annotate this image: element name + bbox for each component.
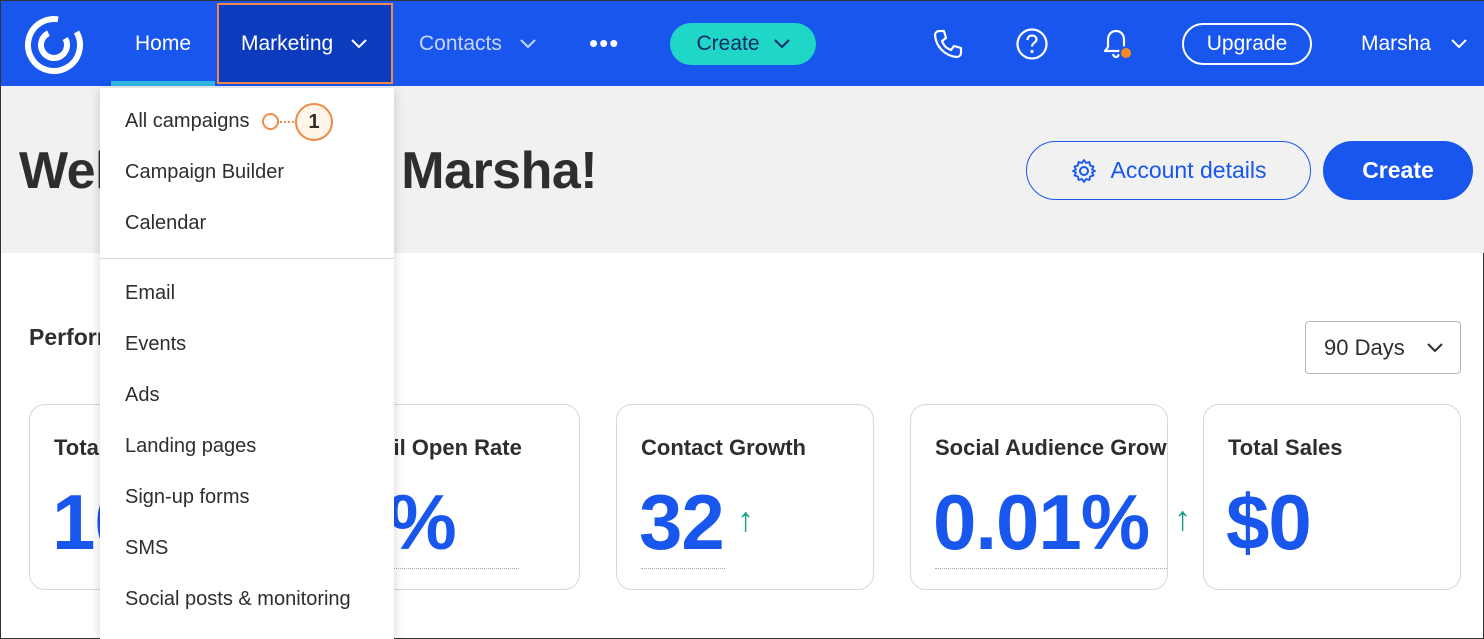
metric-value: 0.01% xyxy=(933,478,1150,566)
metric-underline xyxy=(347,568,519,569)
menu-item-calendar[interactable]: Calendar xyxy=(125,212,207,234)
date-range-value: 90 Days xyxy=(1324,334,1405,360)
menu-item-social-posts[interactable]: Social posts & monitoring xyxy=(125,588,351,610)
nav-contacts[interactable]: Contacts xyxy=(419,1,536,86)
user-name: Marsha xyxy=(1361,31,1432,55)
bell-icon[interactable] xyxy=(1099,27,1133,61)
menu-item-sms[interactable]: SMS xyxy=(125,537,169,559)
callout-dot xyxy=(262,113,279,130)
chevron-down-icon xyxy=(520,38,536,48)
trend-up-icon: ↑ xyxy=(1174,500,1191,538)
chevron-down-icon xyxy=(1451,38,1467,48)
trend-up-icon: ↑ xyxy=(737,501,754,539)
user-menu[interactable]: Marsha xyxy=(1361,1,1467,86)
nav-create-button[interactable]: Create xyxy=(670,23,816,65)
metric-value: 32 xyxy=(639,478,725,566)
metric-label: Social Audience Growth xyxy=(935,435,1168,460)
more-menu-icon[interactable]: ••• xyxy=(589,28,620,58)
help-icon[interactable] xyxy=(1015,27,1049,61)
metric-card-social-audience-growth[interactable]: Social Audience Growth 0.01% xyxy=(910,404,1168,590)
metric-card-total-sales[interactable]: Total Sales $0 xyxy=(1203,404,1461,590)
nav-active-underline xyxy=(111,81,215,86)
chevron-down-icon xyxy=(773,39,790,49)
metric-underline xyxy=(641,568,725,569)
menu-item-sign-up-forms[interactable]: Sign-up forms xyxy=(125,486,250,508)
top-navigation: Home Marketing Contacts ••• Create Upgra… xyxy=(1,1,1484,86)
metric-underline xyxy=(935,568,1167,569)
notification-dot xyxy=(1119,46,1133,60)
date-range-select[interactable]: 90 Days xyxy=(1305,321,1461,374)
menu-item-landing-pages[interactable]: Landing pages xyxy=(125,435,257,457)
metric-card-contact-growth[interactable]: Contact Growth 32 ↑ xyxy=(616,404,874,590)
menu-item-email[interactable]: Email xyxy=(125,282,176,304)
chevron-down-icon xyxy=(1427,342,1443,352)
account-details-button[interactable]: Account details xyxy=(1026,141,1311,200)
menu-item-campaign-builder[interactable]: Campaign Builder xyxy=(125,161,284,183)
metric-value: $0 xyxy=(1226,478,1312,566)
menu-item-all-campaigns[interactable]: All campaigns xyxy=(125,110,250,132)
metric-label: Total Sales xyxy=(1228,435,1343,460)
nav-create-label: Create xyxy=(696,32,760,55)
callout-connector xyxy=(273,121,297,123)
nav-contacts-label: Contacts xyxy=(419,31,502,55)
account-details-label: Account details xyxy=(1110,157,1267,183)
marketing-dropdown-menu: All campaigns Campaign Builder Calendar … xyxy=(100,88,394,639)
callout-badge: 1 xyxy=(295,103,333,141)
create-button[interactable]: Create xyxy=(1323,141,1473,200)
constant-contact-logo[interactable] xyxy=(23,14,85,76)
nav-home-label: Home xyxy=(134,31,192,55)
nav-marketing[interactable]: Marketing xyxy=(217,3,393,84)
chevron-down-icon xyxy=(351,38,367,48)
nav-home[interactable]: Home xyxy=(111,1,215,86)
menu-divider xyxy=(100,258,394,259)
upgrade-button[interactable]: Upgrade xyxy=(1182,23,1312,65)
nav-marketing-label: Marketing xyxy=(241,31,334,55)
menu-item-ads[interactable]: Ads xyxy=(125,384,160,406)
phone-icon[interactable] xyxy=(931,27,965,61)
metric-label: Contact Growth xyxy=(641,435,806,460)
menu-item-events[interactable]: Events xyxy=(125,333,187,355)
gear-icon xyxy=(1071,158,1096,183)
